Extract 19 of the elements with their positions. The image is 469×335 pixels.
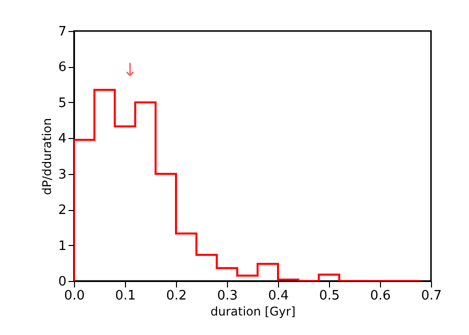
- y-tick-label: 5: [58, 96, 66, 111]
- x-tick-label: 0.3: [217, 288, 238, 304]
- x-tick-label: 0.0: [64, 288, 85, 304]
- y-tick-label: 0: [58, 274, 66, 290]
- x-axis-title: duration [Gyr]: [210, 304, 296, 318]
- y-tick-label: 6: [58, 60, 66, 76]
- annotation: ↓: [122, 60, 138, 81]
- y-tick-label: 1: [58, 238, 66, 254]
- y-tick-label: 2: [58, 203, 66, 218]
- y-axis-title: dP/dduration: [40, 118, 54, 196]
- x-tick-label: 0.2: [166, 288, 187, 304]
- x-tick-label: 0.6: [370, 288, 391, 304]
- x-tick-label: 0.4: [268, 288, 289, 304]
- x-tick-label: 0.7: [421, 288, 442, 304]
- x-tick-label: 0.5: [319, 288, 340, 304]
- y-tick-label: 7: [58, 24, 66, 40]
- x-tick-label: 0.1: [115, 288, 136, 304]
- y-tick-label: 4: [58, 132, 66, 147]
- y-tick-label: 3: [58, 167, 66, 182]
